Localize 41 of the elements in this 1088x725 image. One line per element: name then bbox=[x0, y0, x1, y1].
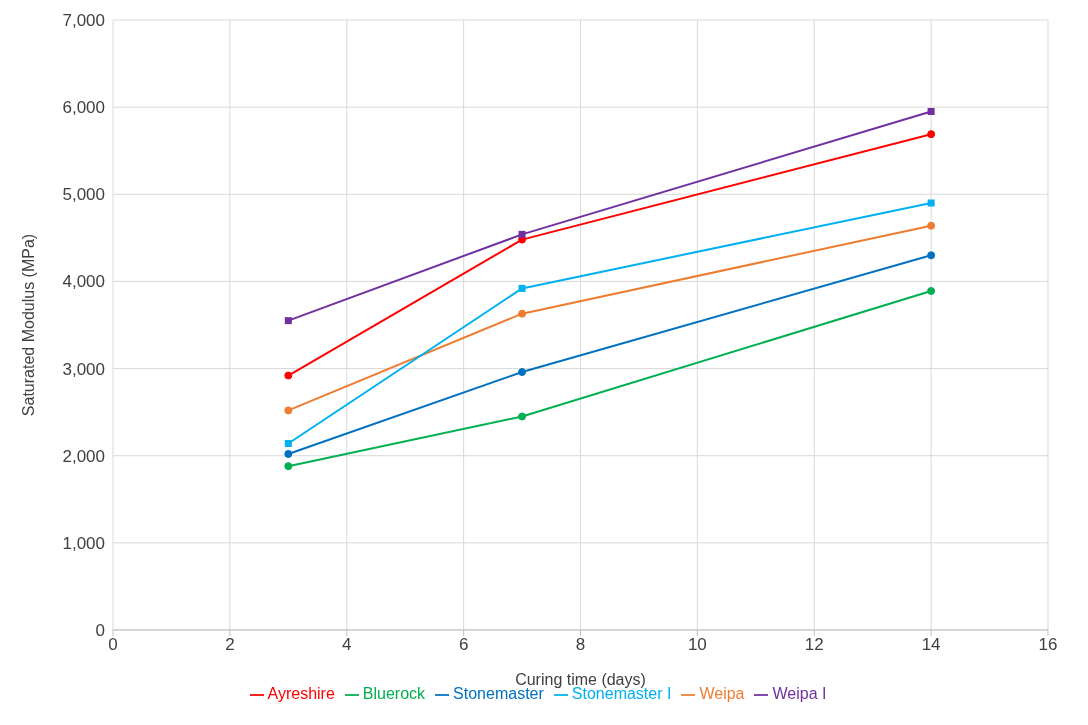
point bbox=[284, 449, 293, 458]
y-tick-label: 1,000 bbox=[62, 533, 105, 553]
point bbox=[927, 221, 936, 230]
point bbox=[284, 406, 293, 415]
y-tick-label: 4,000 bbox=[62, 272, 105, 292]
point bbox=[927, 199, 935, 207]
point bbox=[518, 368, 527, 377]
point bbox=[518, 309, 527, 318]
point bbox=[518, 230, 526, 238]
y-tick-label: 6,000 bbox=[62, 98, 105, 118]
legend-label: Weipa bbox=[699, 685, 745, 702]
legend-label: Bluerock bbox=[362, 685, 426, 702]
x-tick-label: 16 bbox=[1038, 635, 1058, 655]
x-tick-label: 6 bbox=[458, 635, 469, 655]
legend-label: Stonemaster bbox=[453, 685, 544, 702]
x-tick-label: 4 bbox=[342, 635, 352, 655]
point bbox=[927, 287, 936, 296]
point bbox=[927, 251, 936, 260]
x-tick-label: 10 bbox=[687, 635, 707, 655]
legend-label: Ayreshire bbox=[267, 685, 335, 702]
point bbox=[284, 440, 292, 448]
x-axis-title: Curing time (days) bbox=[515, 671, 646, 688]
point bbox=[927, 130, 936, 139]
point bbox=[284, 317, 292, 325]
y-tick-label: 0 bbox=[95, 621, 105, 641]
y-tick-label: 7,000 bbox=[62, 11, 105, 31]
point bbox=[518, 412, 527, 421]
x-tick-label: 2 bbox=[225, 635, 235, 655]
y-tick-label: 2,000 bbox=[62, 446, 105, 466]
y-axis-title: Saturated Modulus (MPa) bbox=[19, 233, 37, 417]
point bbox=[927, 108, 935, 115]
x-tick-label: 0 bbox=[108, 635, 118, 655]
point bbox=[518, 284, 526, 292]
point bbox=[284, 371, 293, 380]
y-tick-label: 5,000 bbox=[62, 185, 105, 205]
x-tick-label: 12 bbox=[804, 635, 824, 655]
point bbox=[284, 462, 293, 471]
x-tick-label: 14 bbox=[921, 635, 941, 655]
legend-label: Weipa I bbox=[772, 685, 827, 702]
y-tick-label: 3,000 bbox=[62, 359, 105, 379]
x-tick-label: 8 bbox=[575, 635, 586, 655]
